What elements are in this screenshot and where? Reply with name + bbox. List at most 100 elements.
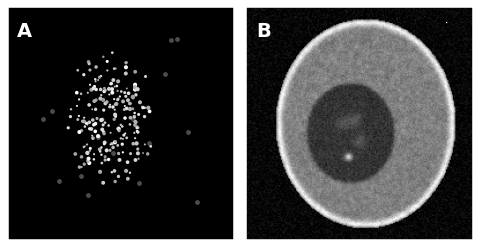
Point	[97, 93, 105, 97]
Point	[91, 129, 99, 133]
Point	[124, 91, 132, 95]
Point	[114, 79, 122, 83]
Point	[184, 130, 192, 134]
Point	[127, 102, 134, 105]
Point	[113, 84, 120, 88]
Point	[122, 169, 130, 173]
Point	[100, 86, 108, 90]
Point	[133, 87, 141, 91]
Point	[85, 161, 93, 165]
Point	[110, 67, 118, 71]
Point	[99, 130, 107, 134]
Point	[126, 116, 134, 120]
Point	[100, 142, 108, 146]
Point	[135, 181, 143, 185]
Point	[115, 152, 122, 156]
Point	[94, 136, 102, 140]
Text: A: A	[17, 21, 32, 41]
Text: B: B	[255, 21, 270, 41]
Point	[161, 72, 168, 76]
Point	[74, 68, 82, 72]
Point	[133, 125, 141, 129]
Point	[80, 162, 88, 166]
Point	[120, 104, 128, 108]
Point	[84, 157, 92, 161]
Point	[130, 131, 138, 135]
Point	[122, 61, 130, 65]
Point	[132, 93, 140, 97]
Point	[92, 107, 99, 111]
Point	[106, 103, 114, 107]
Point	[114, 97, 121, 101]
Point	[130, 115, 138, 119]
Point	[96, 147, 103, 151]
Point	[108, 170, 115, 174]
Point	[96, 149, 104, 153]
Point	[55, 179, 62, 183]
Point	[126, 152, 134, 156]
Point	[129, 142, 137, 146]
Point	[84, 91, 92, 95]
Point	[81, 124, 89, 128]
Point	[109, 105, 117, 109]
Point	[132, 124, 139, 128]
Point	[131, 87, 139, 91]
Point	[105, 124, 112, 127]
Point	[111, 180, 119, 184]
Point	[117, 123, 124, 127]
Point	[133, 147, 141, 151]
Point	[111, 114, 119, 118]
Point	[97, 153, 105, 157]
Point	[77, 92, 85, 96]
Point	[110, 117, 118, 121]
Point	[129, 117, 137, 121]
Point	[121, 116, 129, 120]
Point	[101, 141, 108, 144]
Point	[107, 82, 114, 86]
Point	[84, 159, 92, 163]
Point	[79, 119, 86, 123]
Point	[107, 82, 115, 85]
Point	[86, 68, 94, 72]
Point	[67, 107, 75, 111]
Point	[131, 70, 139, 74]
Point	[101, 102, 109, 105]
Point	[92, 87, 100, 91]
Point	[120, 108, 128, 112]
Point	[129, 95, 136, 99]
Point	[122, 136, 130, 140]
Point	[116, 95, 123, 99]
Point	[80, 145, 87, 149]
Point	[48, 109, 55, 113]
Point	[101, 158, 109, 162]
Point	[90, 152, 97, 156]
Point	[98, 127, 106, 131]
Point	[99, 123, 107, 127]
Point	[111, 140, 119, 144]
Point	[106, 105, 113, 109]
Point	[134, 151, 142, 155]
Point	[81, 144, 88, 148]
Point	[107, 131, 114, 135]
Point	[71, 152, 79, 156]
Point	[113, 89, 121, 93]
Point	[85, 103, 93, 107]
Point	[120, 133, 127, 137]
Point	[114, 151, 122, 155]
Point	[93, 117, 101, 121]
Point	[78, 165, 85, 169]
Point	[119, 137, 127, 141]
Point	[75, 114, 83, 118]
Point	[126, 107, 133, 111]
Point	[84, 60, 92, 64]
Point	[119, 150, 126, 154]
Point	[144, 141, 152, 145]
Point	[73, 91, 81, 95]
Point	[92, 65, 100, 69]
Point	[85, 127, 93, 131]
Point	[109, 145, 117, 149]
Point	[85, 120, 93, 124]
Point	[105, 87, 113, 91]
Point	[115, 129, 123, 133]
Point	[121, 131, 129, 135]
